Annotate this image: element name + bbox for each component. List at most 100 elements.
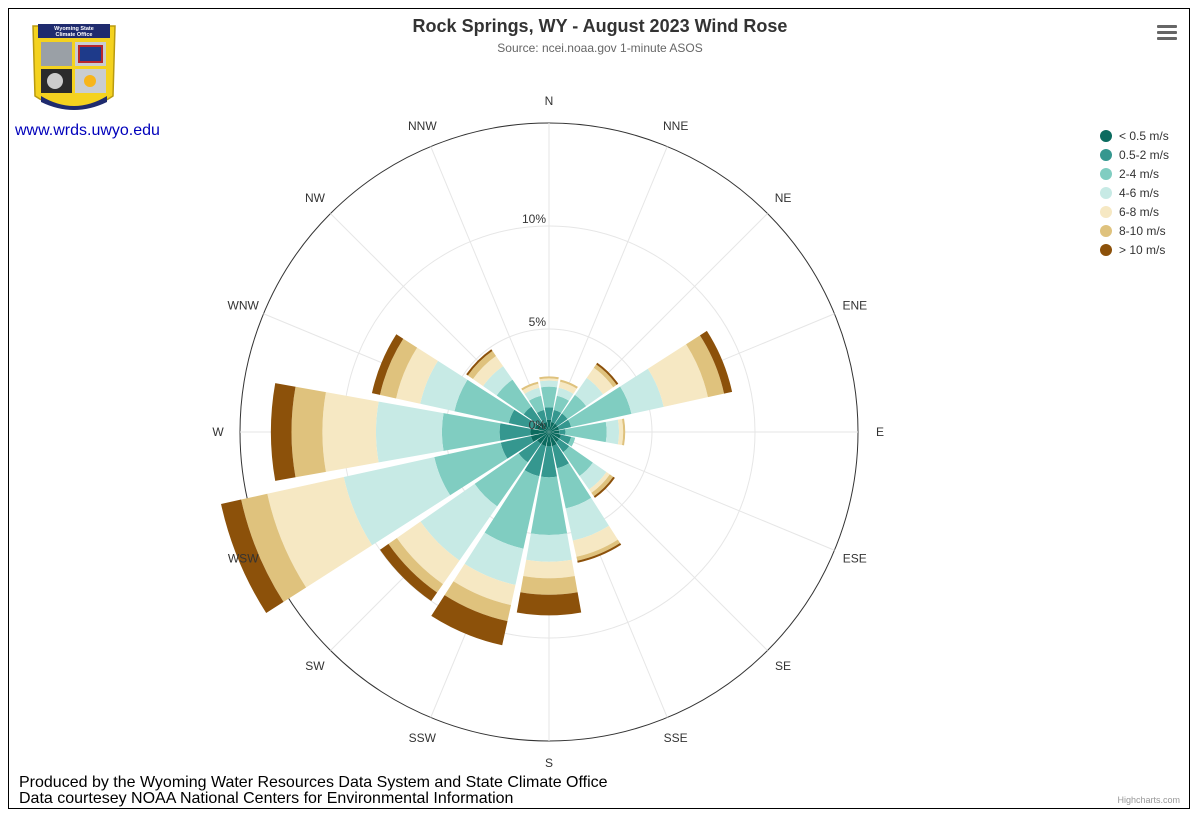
bar-wsw-6 xyxy=(221,499,284,614)
bar-ene-0 xyxy=(549,426,560,432)
wyoming-climate-office-logo: Wyoming State Climate Office xyxy=(29,18,119,124)
legend-item[interactable]: 6-8 m/s xyxy=(1100,202,1169,221)
bar-wsw-4 xyxy=(267,477,373,588)
bar-se-5 xyxy=(591,474,614,497)
logo-text-2: Climate Office xyxy=(56,32,93,38)
bar-wsw-2 xyxy=(434,442,508,496)
direction-label-ne: NE xyxy=(775,191,792,205)
legend-item[interactable]: 2-4 m/s xyxy=(1100,164,1169,183)
bar-ene-5 xyxy=(686,335,725,398)
legend-symbol xyxy=(1100,224,1112,237)
bar-ssw-3 xyxy=(464,532,524,585)
legend-symbol xyxy=(1100,148,1112,161)
chart-title: Rock Springs, WY - August 2023 Wind Rose xyxy=(412,16,788,36)
bar-ssw-4 xyxy=(453,563,516,606)
bar-ne-5 xyxy=(593,364,617,388)
legend-label: 2-4 m/s xyxy=(1119,166,1160,181)
legend-item[interactable]: 0.5-2 m/s xyxy=(1100,145,1169,164)
bar-ese-2 xyxy=(568,436,576,447)
bar-ne-2 xyxy=(561,394,587,420)
bar-s-1 xyxy=(541,446,557,478)
bar-nw-5 xyxy=(467,350,496,379)
bar-n-4 xyxy=(539,378,559,382)
direction-label-n: N xyxy=(545,94,554,108)
legend-label: 8-10 m/s xyxy=(1119,223,1166,238)
bar-e-3 xyxy=(605,419,620,445)
legend-symbol xyxy=(1100,186,1112,199)
legend-label: 4-6 m/s xyxy=(1119,185,1160,200)
bar-s-5 xyxy=(520,575,578,595)
legend-item[interactable]: < 0.5 m/s xyxy=(1100,126,1169,145)
bar-ene-2 xyxy=(568,386,632,428)
bar-sw-3 xyxy=(420,483,498,561)
bar-nnw-5 xyxy=(521,381,539,391)
radial-tick-label: 0% xyxy=(529,418,547,432)
bar-nnw-4 xyxy=(522,383,540,394)
bar-e-1 xyxy=(559,429,566,435)
direction-label-ese: ESE xyxy=(843,552,867,566)
bar-nw-1 xyxy=(523,406,542,425)
radial-tick-label: 5% xyxy=(529,315,547,329)
bar-nw-2 xyxy=(496,379,532,415)
highcharts-credits[interactable]: Highcharts.com xyxy=(1117,795,1180,805)
legend-item[interactable]: > 10 m/s xyxy=(1100,240,1169,259)
bar-s-2 xyxy=(530,476,568,535)
bar-ne-4 xyxy=(586,367,614,395)
bar-nne-3 xyxy=(556,387,574,401)
legend-symbol xyxy=(1100,205,1112,218)
bar-sse-5 xyxy=(576,539,621,561)
bar-nne-4 xyxy=(558,381,577,394)
bar-se-1 xyxy=(556,439,570,453)
bar-ene-3 xyxy=(620,368,664,414)
bar-n-0 xyxy=(546,419,552,432)
bar-s-0 xyxy=(546,432,552,447)
legend-item[interactable]: 8-10 m/s xyxy=(1100,221,1169,240)
bar-e-4 xyxy=(617,418,624,446)
bar-sse-2 xyxy=(556,463,592,509)
bar-sse-6 xyxy=(577,543,622,563)
bar-sw-2 xyxy=(474,453,528,507)
bar-wnw-0 xyxy=(534,424,549,432)
bar-nw-4 xyxy=(472,355,504,387)
bar-s-4 xyxy=(523,559,575,579)
bar-nne-1 xyxy=(551,409,562,424)
bar-sw-4 xyxy=(396,521,460,585)
legend-item[interactable]: 4-6 m/s xyxy=(1100,183,1169,202)
bar-n-2 xyxy=(541,386,557,408)
bar-w-1 xyxy=(499,423,531,441)
bar-nnw-1 xyxy=(536,409,547,424)
bar-s-3 xyxy=(526,533,572,562)
bar-ene-4 xyxy=(647,344,708,407)
bar-e-5 xyxy=(622,418,626,446)
bar-wsw-3 xyxy=(343,457,451,546)
bar-wsw-1 xyxy=(500,435,534,459)
bar-ssw-0 xyxy=(541,432,549,447)
direction-label-sw: SW xyxy=(305,659,325,673)
bar-nne-0 xyxy=(549,421,555,432)
bar-se-0 xyxy=(549,432,560,443)
bar-sse-1 xyxy=(552,444,569,469)
bar-e-0 xyxy=(549,430,560,434)
logo-text-1: Wyoming State xyxy=(54,26,94,32)
bar-sw-0 xyxy=(537,432,549,444)
bar-wnw-2 xyxy=(454,379,515,424)
legend-label: < 0.5 m/s xyxy=(1119,128,1169,143)
hamburger-menu-icon[interactable] xyxy=(1157,25,1177,43)
bar-sse-4 xyxy=(572,525,618,557)
direction-label-ene: ENE xyxy=(842,298,867,312)
bar-wsw-5 xyxy=(241,493,307,602)
bar-n-3 xyxy=(539,380,559,388)
bar-ne-1 xyxy=(554,413,568,427)
bar-wnw-5 xyxy=(379,338,418,399)
wrds-website-link[interactable]: www.wrds.uwyo.edu xyxy=(15,122,160,139)
bar-s-6 xyxy=(516,592,582,616)
bar-se-4 xyxy=(589,472,610,493)
direction-label-s: S xyxy=(545,756,553,770)
bar-sw-5 xyxy=(388,538,443,593)
bar-sse-3 xyxy=(565,497,609,541)
bar-w-3 xyxy=(375,401,444,463)
bar-nnw-3 xyxy=(524,387,542,401)
bar-nw-3 xyxy=(483,366,513,396)
bar-nw-6 xyxy=(466,349,493,376)
bar-se-2 xyxy=(563,446,593,476)
